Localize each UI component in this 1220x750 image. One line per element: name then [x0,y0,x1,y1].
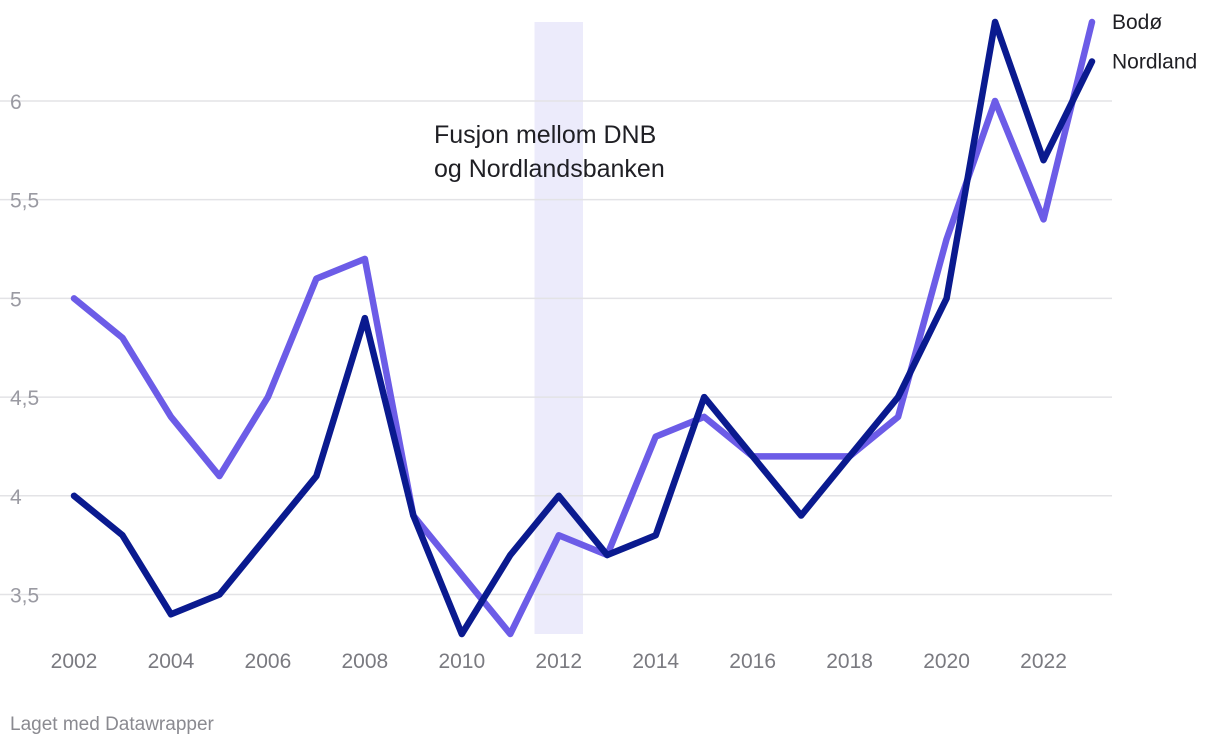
series-label-bod-: Bodø [1112,11,1162,34]
series-label-nordland: Nordland [1112,50,1197,73]
series-line-bod- [70,18,1096,638]
x-tick-label: 2010 [438,650,485,673]
x-tick-label: 2006 [245,650,292,673]
x-tick-label: 2016 [729,650,776,673]
y-tick-label: 6 [10,91,22,114]
x-tick-label: 2004 [148,650,195,673]
x-tick-label: 2018 [826,650,873,673]
y-tick-label: 4,5 [10,387,39,410]
series-line-nordland [70,18,1096,638]
annotation-band [534,22,583,634]
annotation-line-2: og Nordlandsbanken [434,155,665,183]
x-tick-label: 2014 [632,650,679,673]
x-tick-label: 2012 [535,650,582,673]
x-tick-label: 2002 [51,650,98,673]
annotation-text: Fusjon mellom DNB og Nordlandsbanken [434,121,665,183]
y-tick-label: 3,5 [10,585,39,608]
y-axis-ticks: 3,5 4 4,5 5 5,5 6 [10,91,39,608]
x-axis-ticks: 2002 2004 2006 2008 2010 2012 2014 2016 2018 2020… [51,650,1067,673]
series-lines [70,18,1096,638]
footer-credit: Laget med Datawrapper [10,714,214,735]
x-tick-label: 2008 [341,650,388,673]
y-tick-label: 5,5 [10,190,39,213]
annotation-band-layer [534,22,583,634]
y-tick-label: 5 [10,288,22,311]
x-tick-label: 2020 [923,650,970,673]
series-labels: Bodø Nordland [1112,11,1197,73]
x-tick-label: 2022 [1020,650,1067,673]
y-tick-label: 4 [10,486,22,509]
annotation-line-1: Fusjon mellom DNB [434,121,656,149]
